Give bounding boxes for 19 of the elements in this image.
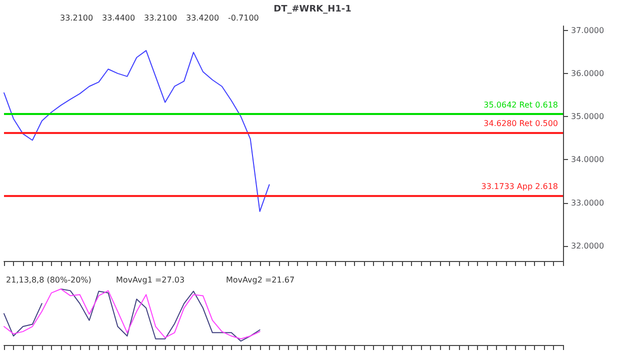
text: MovAvg2 =21.67 [226, 276, 295, 284]
chart-title: DT_#WRK_H1-1 [274, 4, 352, 14]
y-tick-label: 33.0000 [571, 198, 604, 208]
text: MovAvg1 =27.03 [116, 276, 185, 284]
y-tick-label: 35.0000 [571, 112, 604, 122]
ref-line-label: 33.1733 App 2.618 [481, 182, 558, 191]
ref-line-label: 35.0642 Ret 0.618 [484, 100, 558, 110]
text: 33.2100 [60, 14, 94, 22]
text: 33.2100 [144, 14, 178, 22]
text: -0.7100 [228, 14, 259, 22]
text: 33.4200 [186, 14, 220, 22]
y-tick-label: 36.0000 [571, 68, 604, 78]
line-series [4, 50, 270, 212]
y-tick-label: 34.0000 [571, 155, 604, 164]
ref-line-label: 34.6280 Ret 0.500 [484, 119, 558, 128]
y-tick-label: 37.0000 [571, 26, 604, 35]
y-tick-label: 32.0000 [571, 241, 604, 250]
text: 21,13,8,8 (80%-20%) [6, 276, 92, 284]
text: 33.4400 [102, 14, 136, 22]
